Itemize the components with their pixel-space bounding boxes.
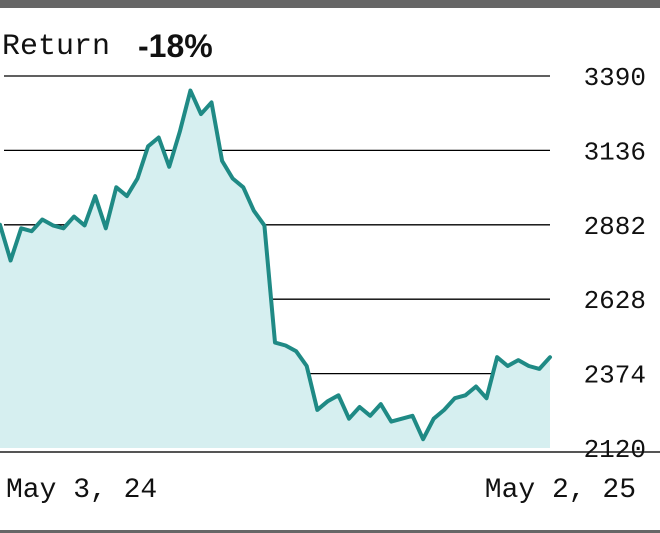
y-tick-label: 2120 [584, 435, 646, 465]
bottom-border [0, 530, 660, 533]
y-tick-labels: 2120 2374 2628 2882 3136 3390 [584, 63, 646, 465]
title-label: Return [2, 30, 111, 64]
y-tick-label: 3390 [584, 63, 646, 93]
y-tick-label: 3136 [584, 137, 646, 167]
series-line [0, 88, 552, 442]
x-tick-labels: May 3, 24 May 2, 25 [6, 475, 636, 506]
top-border [0, 0, 660, 8]
x-tick-label: May 3, 24 [6, 475, 157, 506]
x-tick-label: May 2, 25 [485, 475, 636, 506]
y-tick-label: 2628 [584, 286, 646, 316]
y-tick-label: 2374 [584, 361, 646, 391]
y-tick-label: 2882 [584, 212, 646, 242]
title-value: -18% [138, 28, 213, 64]
